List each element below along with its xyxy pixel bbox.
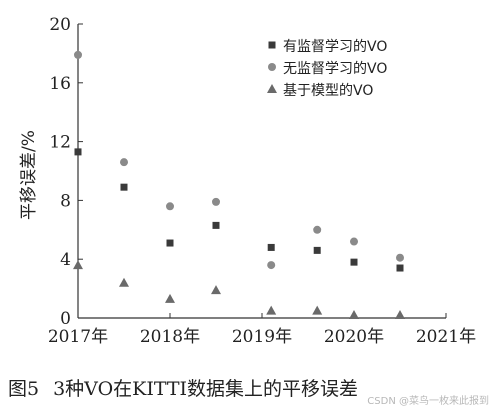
legend-label: 基于模型的VO [283,82,373,99]
axes [77,24,446,319]
y-tick-label: 16 [49,74,71,94]
data-point-square [313,246,321,254]
y-tick-label: 8 [60,191,71,211]
data-point-square [212,221,220,229]
data-point-triangle [211,285,221,295]
data-point-circle [313,225,322,234]
x-tick-label: 2017年 [48,327,108,347]
data-point-circle [74,50,82,59]
data-point-circle [267,261,276,270]
legend: 有监督学习的VO 无监督学习的VO 基于模型的VO [267,39,387,99]
data-point-triangle [165,293,175,303]
figure-caption: 图5 3种VO在KITTI数据集上的平移误差 [8,374,498,401]
data-point-circle [120,158,128,167]
y-tick-label: 12 [49,133,71,153]
data-point-square [350,258,358,266]
legend-marker-square [268,41,276,49]
data-point-square [267,243,275,251]
x-tick-label: 2018年 [140,327,200,347]
data-point-square [166,239,174,247]
data-point-triangle [349,310,359,320]
y-tick-label: 4 [60,250,71,270]
data-point-circle [350,237,358,246]
watermark: CSDN @菜鸟一枚来此报到 [367,396,489,407]
legend-label: 有监督学习的VO [283,39,387,55]
legend-marker-triangle [267,84,277,93]
y-axis-title: 平移误差/% [19,130,39,220]
legend-marker-circle [268,63,276,71]
legend-label: 无监督学习的VO [283,61,387,77]
data-point-square [120,183,128,191]
data-point-triangle [312,305,323,315]
data-point-circle [166,202,174,211]
data-point-triangle [395,310,405,320]
data-points [73,50,405,320]
data-point-square [74,148,82,156]
caption-text: 3种VO在KITTI数据集上的平移误差 [53,378,359,400]
data-point-circle [212,197,220,206]
ticks: 0 4 8 12 16 20 2017年 2018年 2019年 2020年 2021年 [48,15,476,347]
x-tick-label: 2020年 [324,327,384,347]
data-point-triangle [266,305,277,315]
x-tick-label: 2021年 [416,327,476,347]
data-point-square [396,264,404,272]
y-tick-label: 20 [49,15,71,35]
x-tick-label: 2019年 [232,327,292,347]
data-point-circle [396,253,404,262]
data-point-triangle [73,260,83,270]
figure-number: 图5 [8,378,40,400]
data-point-triangle [119,277,129,287]
y-tick-label: 0 [60,309,71,329]
scatter-chart: 0 4 8 12 16 20 2017年 2018年 2019年 2020年 2021年 有监督学习… [19,15,476,347]
